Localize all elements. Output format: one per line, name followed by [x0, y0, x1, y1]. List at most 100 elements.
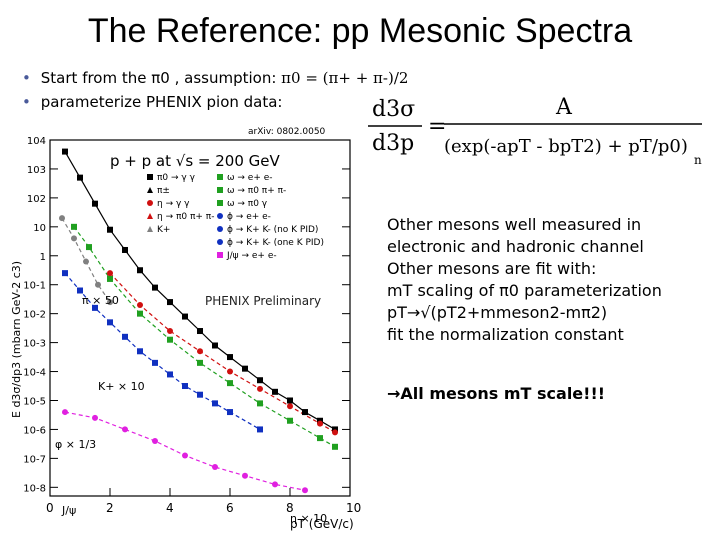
x-tick-label: 10 — [346, 501, 361, 515]
svg-text:=: = — [428, 114, 446, 139]
y-tick-label: 10-1 — [23, 281, 46, 292]
pion-parameterization-formula: d3σ d3p = A (exp(-apT - bpT2) + pT/p0) n — [368, 95, 702, 167]
plot-legend: π0 → γ γ π± η → γ γ η → π0 π+ π- K+ ω → e+ e-… — [147, 173, 324, 261]
data-point-marker — [272, 388, 278, 395]
data-point-marker — [71, 223, 77, 230]
legend-marker — [217, 239, 223, 245]
bullet-1-formula: π0 = (π+ + π-)/2 — [281, 69, 409, 87]
data-point-marker — [242, 472, 248, 479]
legend-marker — [217, 200, 223, 206]
desc-line-3: Other mesons are fit with: — [387, 259, 597, 278]
data-point-marker — [287, 397, 293, 404]
y-tick-label: 10-4 — [23, 368, 46, 379]
data-point-marker — [92, 414, 98, 421]
x-tick-label: 8 — [286, 501, 294, 515]
data-point-marker — [257, 426, 263, 433]
data-point-marker — [107, 275, 113, 282]
data-point-marker — [62, 270, 68, 277]
legend-entry-label: ϕ → K+ K- (no K PID) — [227, 225, 318, 235]
plot-frame — [49, 139, 351, 497]
legend-marker — [217, 213, 223, 219]
legend-entry-label: η → π0 π+ π- — [157, 212, 214, 222]
data-point-marker — [212, 342, 218, 349]
data-point-marker — [257, 377, 263, 384]
data-point-marker — [77, 174, 83, 181]
series-scale-label: K+ × 10 — [98, 380, 145, 393]
y-tick-label: 10-7 — [23, 454, 46, 465]
meson-spectra-plot: arXiv: 0802.0050 p + p at √s = 200 GeV P… — [10, 127, 361, 531]
data-point-marker — [227, 380, 233, 387]
data-point-marker — [137, 267, 143, 274]
data-point-marker — [167, 299, 173, 306]
legend-marker — [217, 252, 223, 258]
legend-marker — [147, 174, 153, 180]
y-tick-label: 103 — [27, 165, 46, 176]
bullet-1: • Start from the π0 , assumption: π0 = (… — [22, 66, 408, 90]
data-point-marker — [182, 383, 188, 390]
data-point-marker — [122, 426, 128, 433]
data-point-marker — [212, 400, 218, 407]
bullet-dot-icon: • — [22, 93, 31, 111]
arxiv-label: arXiv: 0802.0050 — [248, 127, 326, 137]
series-scale-label: φ × 1/3 — [55, 438, 96, 451]
data-point-marker — [107, 270, 113, 277]
bullet-1-text: Start from the π0 , assumption: — [40, 69, 282, 87]
x-tick-label: 6 — [226, 501, 234, 515]
data-point-marker — [317, 420, 323, 427]
series-scale-label: η × 10 — [290, 512, 327, 525]
slide-title: The Reference: pp Mesonic Spectra — [87, 12, 633, 50]
y-tick-label: 102 — [27, 194, 46, 205]
formula-lhs-denominator: d3p — [372, 131, 414, 156]
data-point-marker — [257, 385, 263, 392]
data-point-marker — [287, 417, 293, 424]
y-tick-label: 1 — [40, 252, 46, 263]
formula-exponent: n — [694, 153, 702, 167]
y-tick-labels: 10-8 10-7 10-6 10-5 10-4 10-3 10-2 10-1 1 10 102 10… — [23, 136, 350, 494]
data-point-marker — [182, 313, 188, 320]
data-point-marker — [95, 281, 101, 288]
desc-line-2: electronic and hadronic channel — [387, 237, 644, 256]
data-point-marker — [227, 354, 233, 361]
y-tick-label: 10-8 — [23, 483, 46, 494]
data-point-marker — [227, 368, 233, 375]
data-point-marker — [242, 365, 248, 372]
conclusion-text: →All mesons mT scale!!! — [387, 384, 606, 403]
desc-line-5: pT→√(pT2+mmeson2-mπ2) — [387, 303, 608, 322]
x-axis-label: pT (GeV/c) — [290, 517, 354, 531]
formula-lhs-numerator: d3σ — [372, 97, 415, 122]
data-point-marker — [197, 391, 203, 398]
data-point-marker — [107, 319, 113, 326]
y-tick-label: 104 — [27, 136, 46, 147]
legend-entry-label: K+ — [157, 225, 170, 235]
legend-marker — [147, 226, 153, 232]
legend-entry-label: ω → π0 γ — [227, 199, 268, 209]
x-tick-label: 4 — [166, 501, 174, 515]
legend-marker — [147, 213, 153, 219]
data-point-marker — [182, 452, 188, 459]
legend-entry-label: ϕ → e+ e- — [227, 212, 271, 222]
data-point-marker — [107, 226, 113, 233]
series-scale-label: π × 50 — [82, 294, 119, 307]
data-points — [59, 148, 338, 494]
data-point-marker — [332, 429, 338, 436]
bullet-dot-icon: • — [22, 69, 31, 87]
data-point-marker — [92, 304, 98, 311]
data-point-marker — [122, 333, 128, 340]
data-point-marker — [86, 244, 92, 251]
data-point-marker — [227, 409, 233, 416]
fit-curve-line — [73, 226, 336, 448]
data-point-marker — [197, 328, 203, 335]
data-point-marker — [152, 284, 158, 291]
bullet-2: • parameterize PHENIX pion data: — [22, 90, 408, 114]
desc-line-1: Other mesons well measured in — [387, 215, 642, 234]
data-point-marker — [107, 299, 113, 306]
desc-line-6: fit the normalization constant — [387, 325, 624, 344]
legend-marker — [217, 174, 223, 180]
bullet-2-text: parameterize PHENIX pion data: — [40, 93, 283, 111]
data-point-marker — [332, 443, 338, 450]
data-point-marker — [77, 287, 83, 294]
data-point-marker — [62, 148, 68, 155]
y-tick-label: 10-6 — [23, 425, 46, 436]
data-point-marker — [62, 409, 68, 416]
data-point-marker — [92, 200, 98, 207]
